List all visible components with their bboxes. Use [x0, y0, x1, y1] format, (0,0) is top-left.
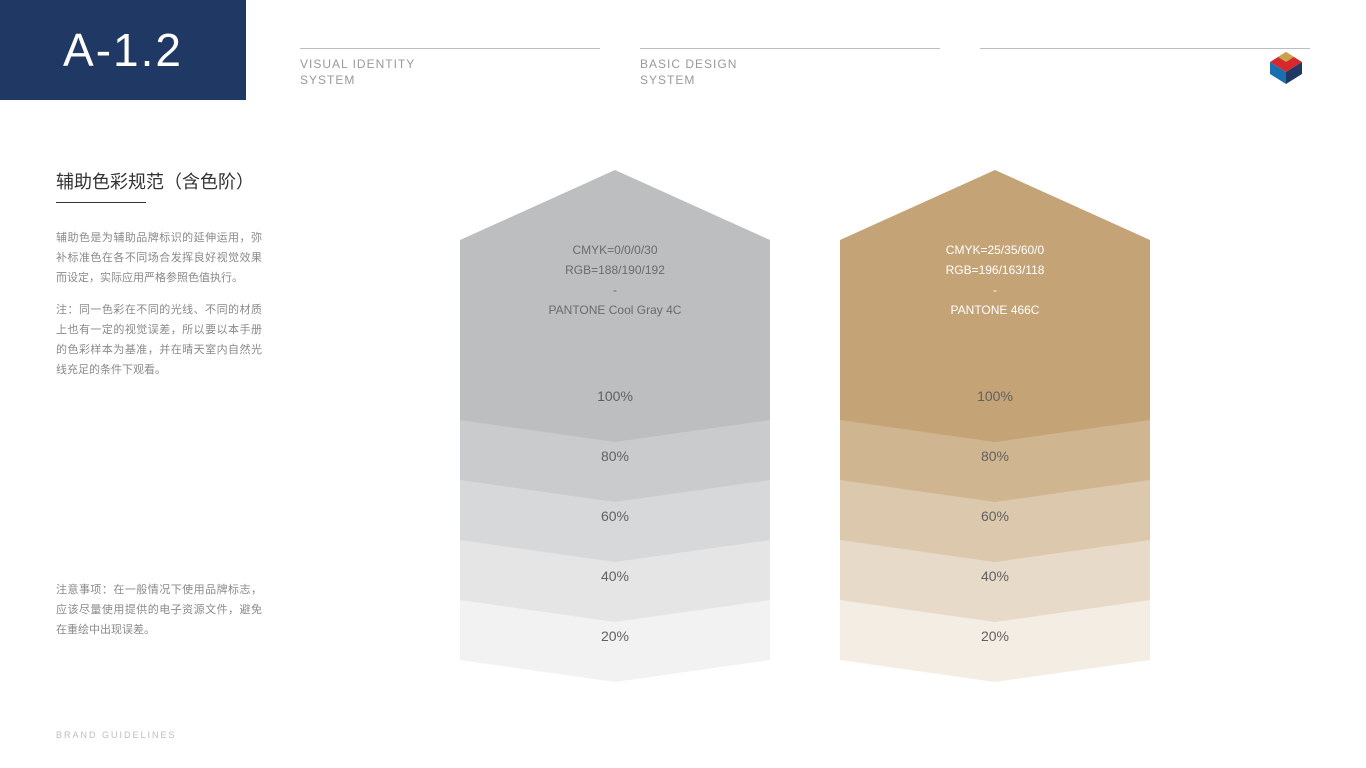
swatch-1-tint-4-label: 20% — [981, 628, 1009, 644]
sidebar-p1: 辅助色是为辅助品牌标识的延伸运用，弥补标准色在各不同场合发挥良好视觉效果而设定，… — [56, 228, 262, 288]
swatch-1-meta_l4: PANTONE 466C — [946, 300, 1045, 320]
section-code-block: A-1.2 — [0, 0, 246, 100]
swatch-stack-1: CMYK=25/35/60/0RGB=196/163/118-PANTONE 4… — [840, 170, 1150, 660]
header-col1-l1: VISUAL IDENTITY — [300, 56, 415, 72]
header-rule-2 — [640, 48, 940, 49]
swatch-0-meta_l1: CMYK=0/0/0/30 — [549, 240, 682, 260]
swatch-stack-0: CMYK=0/0/0/30RGB=188/190/192-PANTONE Coo… — [460, 170, 770, 660]
footer-text: BRAND GUIDELINES — [56, 730, 177, 740]
header-col1-l2: SYSTEM — [300, 72, 415, 88]
sidebar-notice: 注意事项：在一般情况下使用品牌标志，应该尽量使用提供的电子资源文件，避免在重绘中… — [56, 580, 262, 640]
sidebar-title: 辅助色彩规范（含色阶） — [56, 168, 262, 194]
header-col2: BASIC DESIGN SYSTEM — [640, 56, 737, 88]
swatch-0-tint-0-label: 100% — [597, 388, 633, 404]
swatch-0-tint-0: 100% — [460, 360, 770, 420]
swatch-1-tint-1-label: 80% — [981, 448, 1009, 464]
sidebar-p2: 注：同一色彩在不同的光线、不同的材质上也有一定的视觉误差，所以要以本手册的色彩样… — [56, 300, 262, 380]
section-code: A-1.2 — [63, 23, 183, 77]
header-rule-1 — [300, 48, 600, 49]
swatch-0-meta_l4: PANTONE Cool Gray 4C — [549, 300, 682, 320]
header-col2-l1: BASIC DESIGN — [640, 56, 737, 72]
swatch-1-tint-2-label: 60% — [981, 508, 1009, 524]
swatch-0-meta_l2: RGB=188/190/192 — [549, 260, 682, 280]
swatch-1-meta_l2: RGB=196/163/118 — [946, 260, 1045, 280]
header-rule-3 — [980, 48, 1310, 49]
header-col2-l2: SYSTEM — [640, 72, 737, 88]
swatch-1-tint-0: 100% — [840, 360, 1150, 420]
brand-logo — [1266, 50, 1306, 90]
swatch-0-tint-2-label: 60% — [601, 508, 629, 524]
sidebar-title-rule — [56, 202, 146, 203]
swatch-0-tint-4-label: 20% — [601, 628, 629, 644]
header-col1: VISUAL IDENTITY SYSTEM — [300, 56, 415, 88]
swatch-1-tint-0-label: 100% — [977, 388, 1013, 404]
swatch-1-tint-3-label: 40% — [981, 568, 1009, 584]
swatch-0-tint-1-label: 80% — [601, 448, 629, 464]
swatch-1-meta_l1: CMYK=25/35/60/0 — [946, 240, 1045, 260]
swatch-0-meta_l3: - — [549, 280, 682, 300]
swatch-1-meta_l3: - — [946, 280, 1045, 300]
swatch-0-tint-3-label: 40% — [601, 568, 629, 584]
